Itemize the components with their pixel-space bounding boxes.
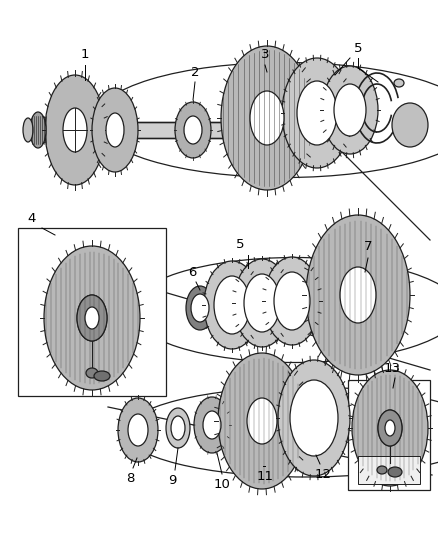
- Ellipse shape: [184, 116, 202, 144]
- Text: 10: 10: [214, 478, 230, 490]
- Bar: [358, 456, 420, 484]
- Ellipse shape: [63, 108, 87, 152]
- Ellipse shape: [44, 246, 140, 390]
- Ellipse shape: [392, 103, 428, 147]
- Ellipse shape: [171, 416, 185, 440]
- Ellipse shape: [77, 295, 107, 341]
- Ellipse shape: [264, 257, 320, 345]
- Ellipse shape: [221, 46, 313, 190]
- Ellipse shape: [234, 259, 290, 347]
- Ellipse shape: [166, 408, 190, 448]
- Ellipse shape: [45, 75, 105, 185]
- Ellipse shape: [334, 84, 366, 136]
- Text: 2: 2: [191, 66, 199, 78]
- Text: 1: 1: [81, 49, 89, 61]
- Ellipse shape: [214, 276, 250, 334]
- Ellipse shape: [125, 387, 438, 477]
- Ellipse shape: [77, 295, 107, 341]
- Ellipse shape: [250, 91, 284, 145]
- Ellipse shape: [118, 398, 158, 462]
- Ellipse shape: [106, 113, 124, 147]
- Ellipse shape: [290, 380, 338, 456]
- Ellipse shape: [128, 414, 148, 446]
- Ellipse shape: [92, 88, 138, 172]
- Ellipse shape: [306, 215, 410, 375]
- Ellipse shape: [85, 307, 99, 329]
- Ellipse shape: [394, 79, 404, 87]
- Text: 3: 3: [261, 49, 269, 61]
- Ellipse shape: [191, 294, 209, 322]
- Ellipse shape: [194, 397, 230, 453]
- Text: 9: 9: [168, 473, 176, 487]
- Text: 12: 12: [314, 467, 332, 481]
- Ellipse shape: [297, 81, 337, 145]
- Bar: [348, 380, 430, 490]
- Ellipse shape: [218, 353, 306, 489]
- Text: 11: 11: [257, 470, 273, 482]
- Ellipse shape: [378, 410, 402, 446]
- Ellipse shape: [86, 368, 98, 378]
- Ellipse shape: [282, 58, 352, 168]
- Ellipse shape: [352, 370, 428, 486]
- Ellipse shape: [322, 66, 378, 154]
- Text: 13: 13: [384, 361, 400, 375]
- Text: 7: 7: [364, 239, 372, 253]
- Ellipse shape: [244, 274, 280, 332]
- Ellipse shape: [340, 267, 376, 323]
- Ellipse shape: [95, 62, 438, 177]
- Text: 4: 4: [28, 212, 36, 224]
- Ellipse shape: [130, 257, 438, 362]
- Text: 5: 5: [354, 42, 362, 54]
- Ellipse shape: [94, 371, 110, 381]
- Text: 8: 8: [126, 472, 134, 484]
- Ellipse shape: [175, 102, 211, 158]
- Text: 5: 5: [236, 238, 244, 252]
- Ellipse shape: [377, 466, 387, 474]
- Ellipse shape: [378, 410, 402, 446]
- Ellipse shape: [388, 467, 402, 477]
- Ellipse shape: [23, 118, 33, 142]
- FancyBboxPatch shape: [40, 122, 235, 138]
- Ellipse shape: [247, 398, 277, 444]
- Text: 6: 6: [188, 265, 196, 279]
- Ellipse shape: [385, 420, 395, 436]
- Ellipse shape: [204, 261, 260, 349]
- Bar: [18, 228, 166, 396]
- Ellipse shape: [186, 286, 214, 330]
- Ellipse shape: [30, 112, 46, 148]
- Ellipse shape: [274, 272, 310, 330]
- Ellipse shape: [278, 360, 350, 476]
- Ellipse shape: [203, 411, 221, 439]
